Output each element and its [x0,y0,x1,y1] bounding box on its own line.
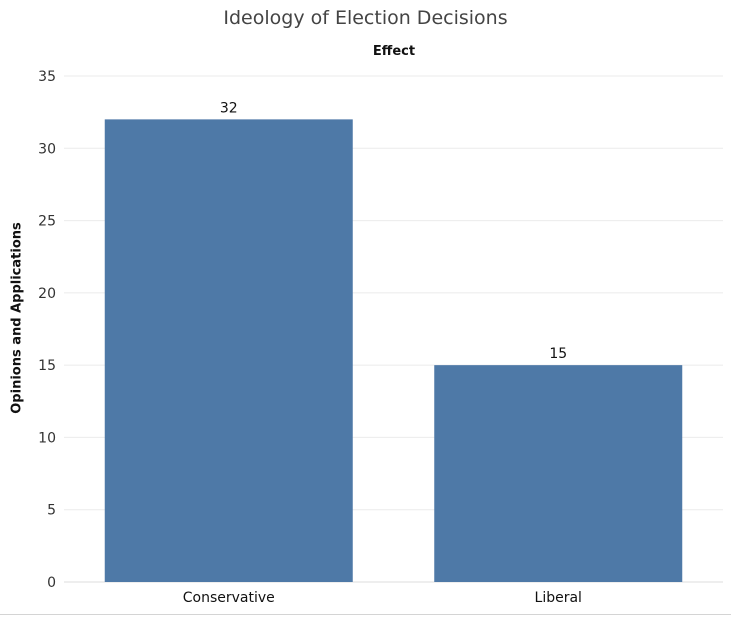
y-tick-label: 35 [38,69,56,85]
y-tick-label: 30 [38,141,56,157]
y-tick-label: 0 [47,575,56,591]
data-label: 15 [549,346,567,362]
x-tick-label: Conservative [183,590,275,606]
bar-conservative [104,119,353,582]
y-tick-label: 5 [47,503,56,519]
y-axis-ticks: 0 5 10 15 20 25 30 35 [38,69,56,591]
y-tick-label: 25 [38,214,56,230]
chart-subtitle: Effect [372,44,416,59]
bottom-border [0,614,731,615]
y-tick-label: 20 [38,286,56,302]
data-label: 32 [220,100,238,116]
chart-title: Ideology of Election Decisions [223,7,508,29]
y-tick-label: 15 [38,358,56,374]
x-axis-labels: Conservative Liberal [183,590,582,606]
y-tick-label: 10 [38,430,56,446]
data-labels: 32 15 [220,100,567,362]
x-tick-label: Liberal [535,590,582,606]
bar-liberal [434,365,683,582]
bars [104,119,683,582]
